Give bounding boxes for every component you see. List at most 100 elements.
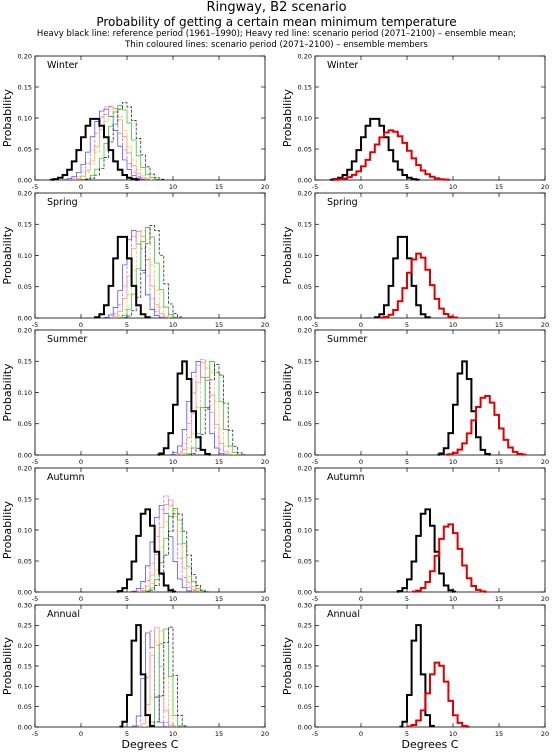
plot-frame [314, 192, 546, 319]
ensemble-member-line [147, 628, 182, 727]
y-tick-label: 0.05 [298, 420, 312, 428]
x-tick-label: 20 [541, 183, 549, 191]
x-tick-label: 15 [215, 321, 223, 329]
y-tick-label: 0.10 [298, 252, 312, 260]
y-tick-label: 0.00 [298, 451, 312, 459]
x-tick-label: 10 [169, 458, 177, 466]
y-tick-label: 0.20 [298, 464, 312, 472]
y-tick-label: 0.20 [298, 326, 312, 334]
x-tick-label: 10 [449, 321, 457, 329]
season-label: Spring [327, 197, 358, 208]
x-tick-label: 15 [495, 321, 503, 329]
y-tick-label: 0.20 [18, 52, 32, 60]
y-axis-label: Probability [1, 500, 14, 559]
ensemble-member-line [139, 627, 174, 728]
ensemble-member-line [189, 364, 245, 456]
panel-winter-members: -5 0 5 10 15 20 0.00 0.05 0.10 0.15 0.20 Probabilit… [1, 52, 269, 191]
y-tick-label: 0.15 [18, 358, 32, 366]
x-tick-label: 10 [169, 183, 177, 191]
x-tick-label: -5 [312, 730, 318, 738]
x-tick-label: 0 [359, 458, 363, 466]
ensemble-member-line [118, 227, 178, 318]
ensemble-member-line [132, 632, 167, 728]
x-tick-label: 0 [79, 321, 83, 329]
panel-autumn-members: -5 0 5 10 15 20 0.00 0.05 0.10 0.15 0.20 Probabilit… [1, 464, 269, 603]
y-tick-label: 0.25 [298, 622, 312, 630]
x-tick-label: 20 [261, 183, 269, 191]
plot-frame [34, 55, 266, 181]
panel-winter-mean: -5 0 5 10 15 20 0.00 0.05 0.10 0.15 0.20 Probabilit… [281, 52, 549, 191]
x-tick-label: -5 [32, 595, 38, 603]
x-tick-label: 10 [449, 458, 457, 466]
y-tick-label: 0.05 [298, 145, 312, 153]
x-tick-label: -5 [312, 321, 318, 329]
y-tick-label: 0.00 [18, 451, 32, 459]
scenario-mean-series-line [380, 252, 458, 319]
x-tick-label: 20 [541, 458, 549, 466]
ensemble-member-line [180, 361, 236, 456]
x-tick-label: 5 [405, 321, 409, 329]
y-tick-label: 0.05 [18, 145, 32, 153]
x-tick-label: 0 [359, 730, 363, 738]
x-tick-label: 15 [495, 458, 503, 466]
ensemble-member-line [114, 230, 173, 318]
ensemble-member-line [136, 630, 171, 727]
y-tick-label: 0.30 [18, 601, 32, 609]
x-tick-label: 15 [495, 183, 503, 191]
scenario-mean-series-line [411, 523, 487, 593]
x-tick-label: 5 [405, 730, 409, 738]
y-tick-label: 0.10 [18, 252, 32, 260]
y-tick-label: 0.10 [298, 389, 312, 397]
ensemble-member-line [104, 230, 163, 318]
ensemble-member-line [152, 626, 187, 727]
y-tick-label: 0.20 [18, 326, 32, 334]
y-tick-label: 0.20 [18, 189, 32, 197]
panel-spring-mean: -5 0 5 10 15 20 0.00 0.05 0.10 0.15 0.20 Probabilit… [281, 189, 549, 329]
figure-title: Ringway, B2 scenario [206, 0, 347, 15]
season-label: Annual [327, 609, 360, 620]
y-tick-label: 0.10 [18, 683, 32, 691]
y-tick-label: 0.00 [18, 314, 32, 322]
season-label: Autumn [327, 472, 365, 483]
x-tick-label: 5 [405, 458, 409, 466]
x-tick-label: 5 [125, 458, 129, 466]
reference-series-line [396, 508, 457, 593]
y-tick-label: 0.10 [298, 683, 312, 691]
y-tick-label: 0.20 [298, 642, 312, 650]
x-tick-label: 0 [79, 183, 83, 191]
y-tick-label: 0.15 [18, 83, 32, 91]
reference-series-line [119, 624, 155, 728]
y-tick-label: 0.15 [298, 221, 312, 229]
y-tick-label: 0.15 [18, 495, 32, 503]
x-tick-label: 5 [125, 730, 129, 738]
legend-description-line-1: Heavy black line: reference period (1961… [36, 29, 517, 39]
season-label: Spring [47, 197, 78, 208]
ensemble-member-line [143, 630, 178, 727]
scenario-mean-series-line [445, 395, 527, 456]
y-tick-label: 0.10 [298, 526, 312, 534]
y-tick-label: 0.20 [18, 642, 32, 650]
x-tick-label: 20 [541, 321, 549, 329]
ensemble-member-line [173, 359, 230, 456]
y-tick-label: 0.00 [298, 176, 312, 184]
y-tick-label: 0.05 [18, 283, 32, 291]
reference-series-line [374, 235, 431, 319]
panel-annual-members: -5 0 5 10 15 20 0.00 0.05 0.10 0.15 0.20 0.25 0.30 Pr… [1, 601, 269, 751]
x-tick-label: 10 [169, 595, 177, 603]
y-tick-label: 0.15 [18, 221, 32, 229]
x-tick-label: 10 [169, 321, 177, 329]
reference-series-line [94, 235, 151, 319]
season-label: Winter [47, 60, 78, 71]
x-tick-label: 5 [405, 595, 409, 603]
scenario-mean-series-line [332, 129, 451, 181]
y-tick-label: 0.05 [18, 703, 32, 711]
x-tick-label: -5 [312, 458, 318, 466]
x-tick-label: -5 [312, 595, 318, 603]
ensemble-member-line [72, 108, 156, 181]
y-tick-label: 0.05 [18, 420, 32, 428]
x-tick-label: -5 [312, 183, 318, 191]
y-tick-label: 0.05 [298, 283, 312, 291]
ensemble-member-line [138, 499, 201, 593]
ensemble-member-line [176, 362, 232, 456]
x-tick-label: 0 [79, 595, 83, 603]
